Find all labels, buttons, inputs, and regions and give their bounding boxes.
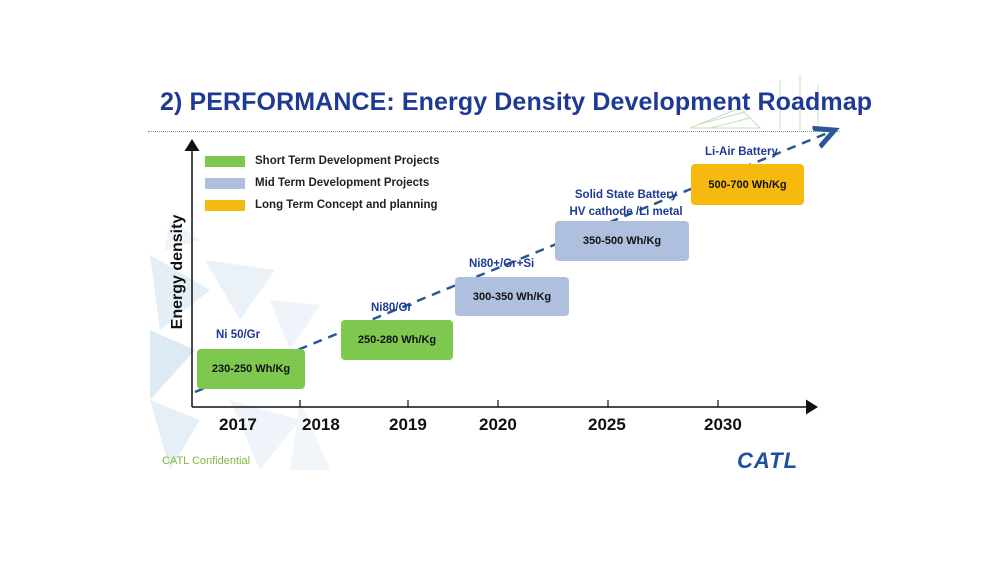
- milestone-technology-label: Ni80/Gr: [371, 302, 412, 314]
- milestone-technology-label: Ni80+/Gr+Si: [469, 258, 535, 270]
- milestone-technology-line: HV cathode /Li metal: [569, 206, 683, 218]
- year-label: 2019: [389, 415, 427, 434]
- year-label: 2025: [588, 415, 626, 434]
- legend-swatch: [205, 177, 245, 189]
- milestone-energy-box: 250-280 Wh/Kg: [341, 320, 453, 360]
- legend-label: Short Term Development Projects: [255, 155, 440, 167]
- legend-swatch: [205, 199, 245, 211]
- year-label: 2020: [479, 415, 517, 434]
- milestone-energy-box: 500-700 Wh/Kg: [691, 164, 804, 205]
- legend-swatch: [205, 155, 245, 167]
- legend-label: Mid Term Development Projects: [255, 177, 430, 189]
- legend-item-mid-term: Mid Term Development Projects: [205, 172, 439, 194]
- slide-title: 2) PERFORMANCE: Energy Density Developme…: [160, 88, 873, 116]
- milestone-technology-label: Solid State Battery HV cathode /Li metal: [566, 187, 686, 221]
- year-label: 2018: [302, 415, 340, 434]
- legend: Short Term Development Projects Mid Term…: [205, 150, 439, 216]
- legend-item-short-term: Short Term Development Projects: [205, 150, 439, 172]
- milestone-technology-label: Li-Air Battery: [705, 146, 778, 158]
- year-label: 2030: [704, 415, 742, 434]
- catl-logo: CATL: [737, 448, 799, 473]
- trend-arrow: [194, 132, 830, 394]
- milestone-energy-box: 230-250 Wh/Kg: [197, 349, 305, 389]
- milestone-energy-box: 300-350 Wh/Kg: [455, 277, 569, 316]
- legend-item-long-term: Long Term Concept and planning: [205, 194, 439, 216]
- milestone-energy-box: 350-500 Wh/Kg: [555, 221, 689, 261]
- confidential-footer: CATL Confidential: [162, 455, 251, 467]
- title-divider: [148, 131, 840, 132]
- year-label: 2017: [219, 415, 257, 434]
- legend-label: Long Term Concept and planning: [255, 199, 438, 211]
- milestone-technology-label: Ni 50/Gr: [216, 329, 261, 341]
- y-axis-label: Energy density: [169, 214, 186, 330]
- milestone-technology-line: Solid State Battery: [574, 189, 678, 201]
